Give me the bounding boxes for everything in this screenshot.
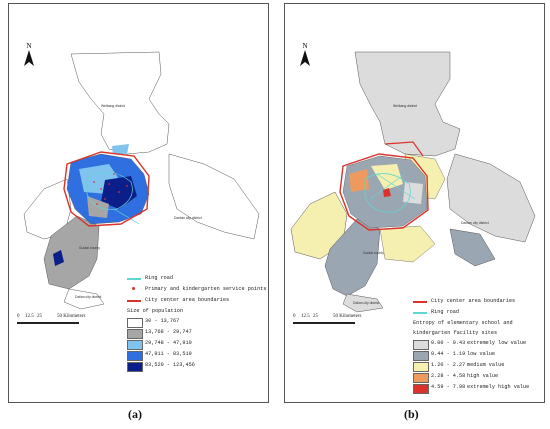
legend-item-boundaries: City center area boundaries — [127, 296, 267, 307]
city-center-boundary — [63, 151, 150, 227]
legend-class: 0.44 - 1.19 low value — [413, 350, 543, 361]
panel-caption-b: (b) — [404, 407, 419, 421]
district-label: Weibang district — [101, 104, 125, 108]
north-arrow-icon — [300, 50, 310, 66]
district-label: Dalian city district — [353, 301, 379, 305]
region-dark-spot — [53, 250, 64, 266]
city-center-low — [403, 182, 423, 204]
region-west — [23, 178, 72, 240]
ring-road — [86, 171, 133, 210]
city-center-boundary-east — [384, 141, 424, 157]
map-panel-b: Weibang district Dantan city district Gu… — [284, 3, 545, 403]
region-west — [290, 191, 348, 260]
legend-class: 29,748 - 47,910 — [127, 339, 267, 350]
district-label: Dantan city district — [461, 221, 489, 225]
panel-caption-a: (a) — [128, 407, 142, 421]
north-arrow: N — [22, 42, 36, 68]
district-label: Dalian city district — [75, 295, 101, 299]
region-south-yellow — [379, 225, 436, 263]
region-southeast — [449, 228, 496, 267]
region-south — [43, 215, 100, 290]
legend-item-service-points: Primary and kindergarten service points — [127, 285, 267, 296]
legend-title: kindergarten facility sites — [413, 330, 498, 336]
legend-title: Size of population — [127, 308, 184, 314]
region-east — [446, 153, 536, 243]
ring-road-outer — [369, 173, 416, 200]
region-south-tail — [342, 293, 384, 313]
north-arrow-icon — [24, 50, 34, 66]
legend-class: 30 - 13,767 — [127, 317, 267, 328]
legend-item-boundaries: City center area boundaries — [413, 297, 543, 308]
district-label: Weibang district — [393, 104, 417, 108]
district-label: Guotai county — [363, 251, 384, 255]
region-north-lobe — [354, 51, 461, 157]
legend-class: 0.00 - 0.43 extremely low value — [413, 339, 543, 350]
service-points — [93, 173, 128, 205]
entropy-map: Weibang district Dantan city district Gu… — [290, 51, 536, 313]
legend-item-ring-road: Ring road — [127, 274, 267, 285]
district-label: Dantan city district — [174, 216, 202, 220]
legend-title: Entropy of elementary school and — [413, 320, 513, 326]
legend-b: City center area boundaries Ring road En… — [413, 297, 543, 394]
city-center-high — [349, 169, 369, 192]
legend-class: 1.20 - 2.27 medium value — [413, 361, 543, 372]
small-blue-patch — [112, 144, 129, 154]
ring-road — [364, 173, 411, 213]
legend-class: 47,911 - 83,519 — [127, 350, 267, 361]
region-north-lobe — [70, 51, 170, 155]
legend-class: 83,520 - 123,456 — [127, 361, 267, 372]
north-arrow: N — [298, 42, 312, 68]
district-label: Guotai county — [79, 246, 100, 250]
legend-class: 13,768 - 29,747 — [127, 328, 267, 339]
ring-road-outer — [113, 208, 140, 225]
city-center-extreme — [383, 188, 391, 197]
map-panel-a: Weibang district Dantan city district Gu… — [8, 3, 269, 403]
scale-bar: 0 12.5 25 50 Kilometers — [293, 314, 363, 324]
legend-item-ring-road: Ring road — [413, 308, 543, 319]
region-south-tail — [63, 288, 105, 310]
city-center-boundary — [339, 153, 429, 231]
legend-class: 2.28 - 4.58 high value — [413, 372, 543, 383]
scale-bar: 0 12.5 25 50 Kilometers — [17, 314, 87, 324]
city-center-mid — [371, 164, 403, 190]
population-map: Weibang district Dantan city district Gu… — [23, 51, 260, 310]
region-east — [168, 153, 260, 240]
legend-class: 4.59 - 7.98 extremely high value — [413, 383, 543, 394]
legend-a: Ring road Primary and kindergarten servi… — [127, 274, 267, 372]
